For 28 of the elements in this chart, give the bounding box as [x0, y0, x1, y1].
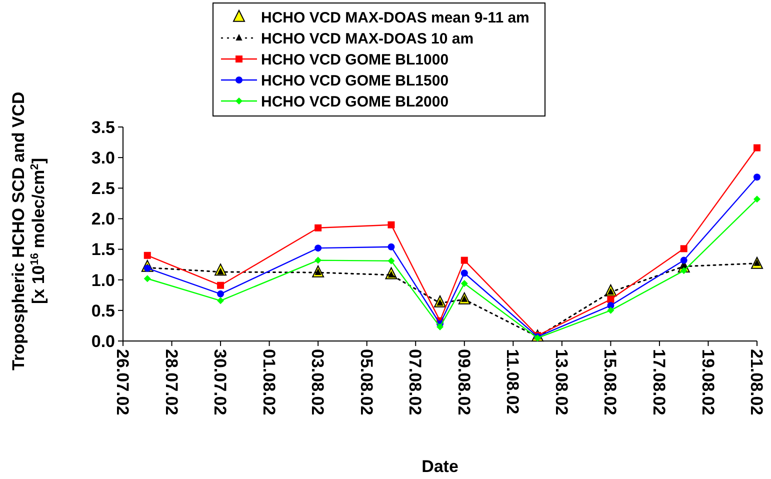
- y-tick-label: 0.0: [91, 332, 115, 351]
- legend-label: HCHO VCD GOME BL1000: [261, 51, 449, 68]
- x-tick-label: 09.08.02: [454, 349, 474, 416]
- x-tick-label: 05.08.02: [356, 349, 376, 416]
- x-tick-label: 17.08.02: [650, 349, 669, 416]
- x-tick-label: 19.08.02: [698, 349, 718, 416]
- y-tick-label: 3.0: [91, 148, 115, 168]
- y-tick-label: 0.5: [91, 301, 115, 320]
- x-axis-title: Date: [422, 457, 458, 476]
- legend-label: HCHO VCD MAX-DOAS 10 am: [261, 30, 474, 48]
- legend-label: HCHO VCD GOME BL1500: [261, 72, 449, 90]
- y-tick-label: 3.5: [91, 118, 115, 137]
- legend-label: HCHO VCD MAX-DOAS mean 9-11 am: [261, 9, 530, 26]
- x-tick-label: 03.08.02: [308, 349, 328, 416]
- x-tick-label: 13.08.02: [552, 349, 571, 416]
- x-tick-label: 28.07.02: [162, 349, 181, 416]
- x-tick-label: 26.07.02: [113, 349, 132, 416]
- x-tick-label: 15.08.02: [600, 349, 620, 416]
- x-tick-label: 11.08.02: [503, 349, 522, 414]
- y-tick-label: 2.0: [91, 210, 115, 229]
- y-tick-label: 1.5: [91, 240, 115, 260]
- legend-label: HCHO VCD GOME BL2000: [261, 93, 449, 110]
- x-tick-label: 30.07.02: [210, 349, 230, 416]
- x-tick-label: 21.08.02: [747, 349, 766, 416]
- x-tick-label: 01.08.02: [259, 349, 278, 416]
- y-tick-label: 1.0: [91, 270, 115, 290]
- y-tick-label: 2.5: [91, 179, 115, 198]
- x-tick-label: 07.08.02: [406, 349, 425, 416]
